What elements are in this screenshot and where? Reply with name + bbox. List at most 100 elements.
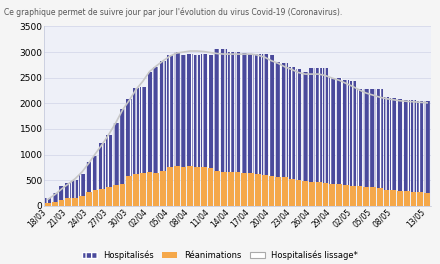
Bar: [174, 166, 180, 206]
Bar: [86, 162, 92, 206]
Bar: [404, 191, 410, 206]
Bar: [411, 100, 417, 206]
Bar: [330, 78, 335, 206]
Bar: [92, 156, 98, 206]
Bar: [221, 172, 227, 206]
Bar: [248, 54, 254, 206]
Bar: [133, 174, 139, 206]
Bar: [160, 171, 166, 206]
Bar: [268, 55, 274, 206]
Bar: [296, 180, 301, 206]
Bar: [187, 166, 193, 206]
Bar: [356, 89, 362, 206]
Bar: [167, 55, 173, 206]
Bar: [370, 89, 376, 206]
Bar: [390, 190, 396, 206]
Bar: [194, 167, 200, 206]
Bar: [180, 55, 186, 206]
Bar: [235, 52, 241, 206]
Bar: [154, 173, 159, 206]
Bar: [106, 187, 112, 206]
Bar: [45, 198, 51, 206]
Bar: [411, 192, 417, 206]
Bar: [248, 173, 254, 206]
Bar: [214, 171, 220, 206]
Bar: [66, 198, 71, 206]
Bar: [370, 187, 376, 206]
Bar: [262, 175, 268, 206]
Bar: [201, 167, 207, 206]
Bar: [52, 193, 58, 206]
Bar: [302, 181, 308, 206]
Legend: Hospitalisés, Réanimations, Hospitalisés lissage*: Hospitalisés, Réanimations, Hospitalisés…: [82, 250, 358, 260]
Bar: [377, 89, 383, 206]
Bar: [214, 49, 220, 206]
Bar: [418, 192, 423, 206]
Bar: [79, 196, 85, 206]
Bar: [113, 185, 119, 206]
Bar: [242, 53, 247, 206]
Bar: [208, 168, 213, 206]
Bar: [384, 190, 389, 206]
Bar: [309, 68, 315, 206]
Bar: [390, 98, 396, 206]
Bar: [336, 184, 342, 206]
Bar: [255, 54, 261, 206]
Bar: [289, 179, 295, 206]
Bar: [221, 49, 227, 206]
Bar: [316, 182, 322, 206]
Bar: [92, 190, 98, 206]
Bar: [72, 198, 78, 206]
Bar: [275, 62, 281, 206]
Bar: [140, 173, 146, 206]
Bar: [404, 100, 410, 206]
Bar: [323, 183, 329, 206]
Bar: [268, 176, 274, 206]
Bar: [106, 135, 112, 206]
Bar: [133, 88, 139, 206]
Bar: [201, 54, 207, 206]
Bar: [262, 54, 268, 206]
Bar: [147, 172, 153, 206]
Bar: [384, 97, 389, 206]
Bar: [350, 186, 356, 206]
Bar: [363, 187, 369, 206]
Bar: [66, 183, 71, 206]
Bar: [377, 188, 383, 206]
Bar: [302, 72, 308, 206]
Bar: [424, 101, 430, 206]
Bar: [235, 172, 241, 206]
Bar: [99, 143, 105, 206]
Bar: [309, 182, 315, 206]
Bar: [397, 99, 403, 206]
Bar: [356, 186, 362, 206]
Bar: [275, 177, 281, 206]
Bar: [424, 192, 430, 206]
Bar: [167, 167, 173, 206]
Bar: [59, 186, 65, 206]
Bar: [45, 203, 51, 206]
Bar: [86, 192, 92, 206]
Bar: [323, 68, 329, 206]
Bar: [154, 67, 159, 206]
Bar: [147, 72, 153, 206]
Bar: [330, 184, 335, 206]
Text: Ce graphique permet de suivre jour par jour l'évolution du virus Covid-19 (Coron: Ce graphique permet de suivre jour par j…: [4, 8, 343, 17]
Bar: [350, 81, 356, 206]
Bar: [255, 174, 261, 206]
Bar: [397, 191, 403, 206]
Bar: [160, 61, 166, 206]
Bar: [126, 99, 132, 206]
Bar: [289, 67, 295, 206]
Bar: [79, 174, 85, 206]
Bar: [343, 185, 349, 206]
Bar: [242, 173, 247, 206]
Bar: [120, 184, 125, 206]
Bar: [208, 55, 213, 206]
Bar: [336, 78, 342, 206]
Bar: [228, 51, 234, 206]
Bar: [99, 189, 105, 206]
Bar: [296, 69, 301, 206]
Bar: [282, 177, 288, 206]
Bar: [418, 101, 423, 206]
